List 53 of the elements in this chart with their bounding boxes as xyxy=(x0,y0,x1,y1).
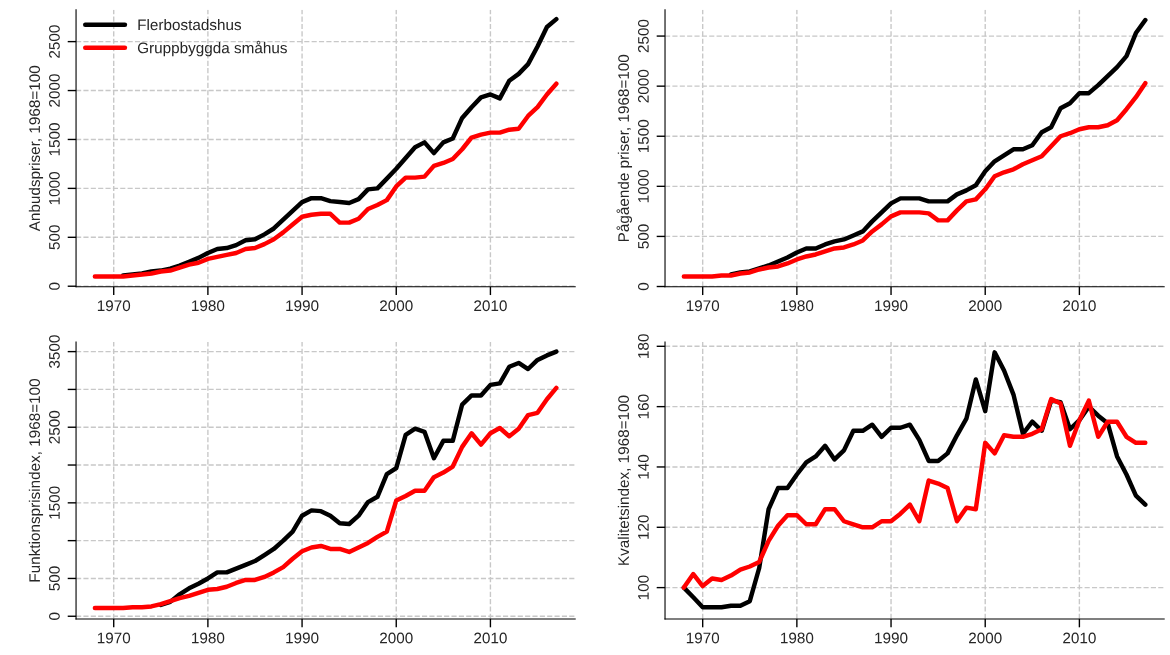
x-tick-label: 2010 xyxy=(1063,300,1096,312)
x-tick-label: 1980 xyxy=(192,632,225,644)
y-tick-label: 500 xyxy=(49,225,60,250)
x-tick-label: 1990 xyxy=(875,300,908,312)
line-series xyxy=(681,396,1148,590)
y-tick-label: 120 xyxy=(637,515,649,539)
y-tick-label: 500 xyxy=(637,224,649,249)
legend-label: Gruppbyggda småhus xyxy=(137,40,287,57)
x-tick-label: 1970 xyxy=(686,300,720,312)
y-tick-label: 0 xyxy=(637,282,649,291)
line-series xyxy=(681,80,1148,279)
y-tick-label: 3500 xyxy=(49,335,60,369)
x-tick-label: 2000 xyxy=(968,300,1002,312)
line-series xyxy=(92,81,559,279)
x-tick-label: 2000 xyxy=(380,300,413,312)
y-axis-title: Kvalitetsindex, 1968=100 xyxy=(617,395,631,565)
y-tick-label: 1500 xyxy=(49,123,60,156)
y-tick-label: 2500 xyxy=(637,19,649,53)
y-tick-label: 500 xyxy=(49,566,60,591)
line-series xyxy=(92,385,559,611)
x-tick-label: 1990 xyxy=(286,632,319,644)
y-tick-label: 160 xyxy=(637,394,649,419)
x-tick-label: 1980 xyxy=(781,300,814,312)
x-tick-label: 1970 xyxy=(97,300,131,312)
x-tick-label: 1980 xyxy=(781,632,814,644)
x-tick-label: 2010 xyxy=(474,632,507,644)
y-tick-label: 2000 xyxy=(637,69,649,103)
x-tick-label: 2010 xyxy=(1063,632,1096,644)
x-tick-label: 2000 xyxy=(380,632,413,644)
y-tick-label: 1000 xyxy=(49,171,60,205)
x-tick-label: 1990 xyxy=(286,300,319,312)
y-tick-label: 2000 xyxy=(49,74,60,107)
y-tick-label: 1000 xyxy=(637,169,649,203)
x-tick-label: 2000 xyxy=(968,632,1002,644)
legend-label: Flerbostadshus xyxy=(138,18,242,31)
y-axis-title: Pågående priser, 1968=100 xyxy=(616,54,633,242)
line-series xyxy=(158,349,559,608)
y-tick-label: 1500 xyxy=(49,486,60,519)
x-tick-label: 1980 xyxy=(192,300,225,312)
x-tick-label: 2010 xyxy=(474,300,507,312)
y-tick-label: 0 xyxy=(49,612,60,620)
y-tick-label: 2500 xyxy=(49,25,60,58)
y-axis-title: Funktionsprisindex, 1968=100 xyxy=(28,378,44,582)
y-tick-label: 140 xyxy=(637,454,649,479)
x-tick-label: 1970 xyxy=(686,632,720,644)
x-tick-label: 1990 xyxy=(875,632,908,644)
y-tick-label: 100 xyxy=(637,575,649,600)
y-tick-label: 0 xyxy=(49,282,60,290)
y-axis-title: Anbudspriser, 1968=100 xyxy=(28,65,44,232)
y-tick-label: 180 xyxy=(637,334,649,358)
x-tick-label: 1970 xyxy=(97,632,131,644)
y-tick-label: 2500 xyxy=(49,410,60,444)
y-tick-label: 1500 xyxy=(637,119,649,153)
